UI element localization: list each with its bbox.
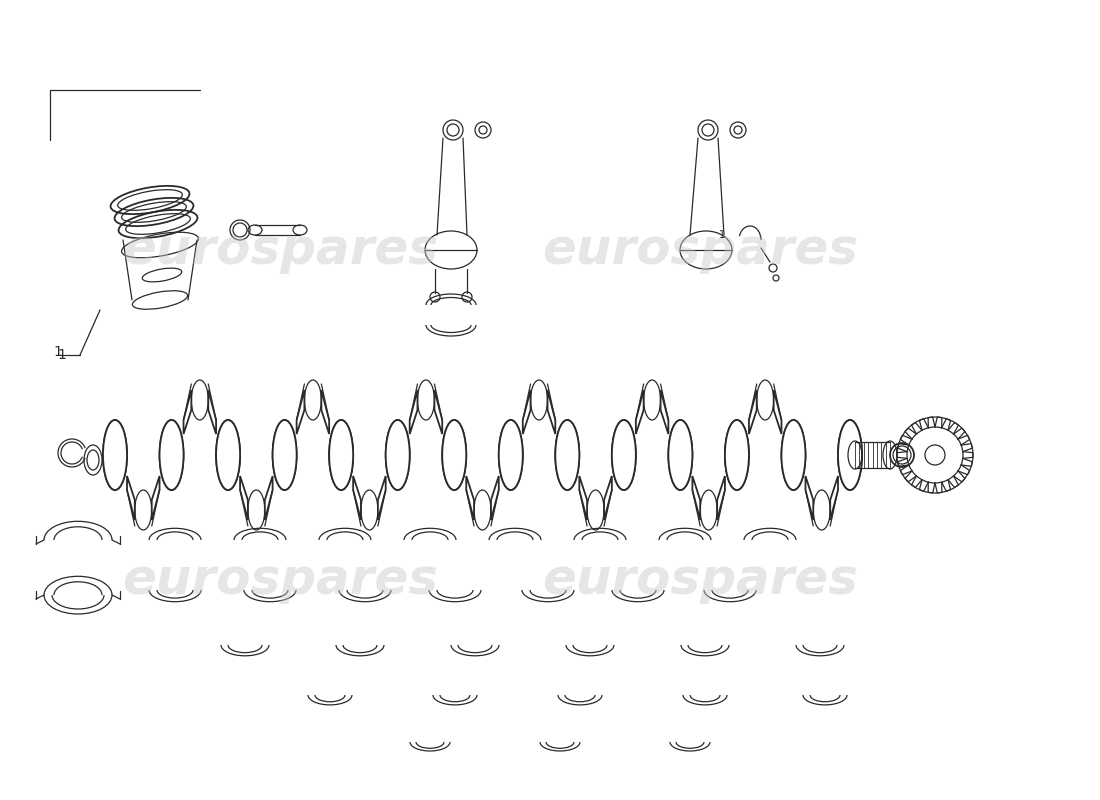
Ellipse shape [273, 420, 297, 490]
Ellipse shape [160, 420, 184, 490]
Ellipse shape [305, 380, 321, 420]
Ellipse shape [248, 490, 265, 530]
Polygon shape [265, 476, 273, 520]
Ellipse shape [612, 420, 636, 490]
Ellipse shape [135, 490, 152, 530]
Polygon shape [434, 390, 442, 434]
Text: eurospares: eurospares [122, 556, 438, 604]
Ellipse shape [725, 420, 749, 490]
Ellipse shape [160, 420, 184, 490]
Text: 1: 1 [53, 345, 62, 359]
Ellipse shape [329, 420, 353, 490]
Polygon shape [548, 390, 556, 434]
Ellipse shape [813, 490, 830, 530]
Ellipse shape [781, 420, 805, 490]
Polygon shape [773, 390, 781, 434]
Ellipse shape [781, 420, 805, 490]
Ellipse shape [442, 420, 466, 490]
Text: eurospares: eurospares [542, 226, 858, 274]
Polygon shape [353, 476, 361, 520]
Ellipse shape [216, 420, 240, 490]
Ellipse shape [530, 380, 548, 420]
Text: eurospares: eurospares [122, 226, 438, 274]
Ellipse shape [587, 490, 604, 530]
Polygon shape [321, 390, 329, 434]
Polygon shape [805, 476, 813, 520]
Polygon shape [580, 476, 587, 520]
Text: eurospares: eurospares [542, 556, 858, 604]
Ellipse shape [498, 420, 522, 490]
Polygon shape [208, 390, 216, 434]
Ellipse shape [644, 380, 661, 420]
Polygon shape [378, 476, 386, 520]
Polygon shape [522, 390, 530, 434]
Ellipse shape [498, 420, 522, 490]
Polygon shape [240, 476, 248, 520]
Ellipse shape [838, 420, 862, 490]
Polygon shape [297, 390, 305, 434]
Ellipse shape [701, 490, 717, 530]
Ellipse shape [612, 420, 636, 490]
Polygon shape [749, 390, 757, 434]
Ellipse shape [386, 420, 409, 490]
Ellipse shape [329, 420, 353, 490]
Ellipse shape [556, 420, 580, 490]
Ellipse shape [103, 420, 127, 490]
Polygon shape [604, 476, 612, 520]
Polygon shape [636, 390, 644, 434]
Polygon shape [830, 476, 838, 520]
Polygon shape [409, 390, 418, 434]
Ellipse shape [216, 420, 240, 490]
Ellipse shape [669, 420, 692, 490]
Ellipse shape [757, 380, 773, 420]
Polygon shape [717, 476, 725, 520]
Polygon shape [692, 476, 701, 520]
Ellipse shape [556, 420, 580, 490]
Ellipse shape [838, 420, 862, 490]
Polygon shape [152, 476, 160, 520]
Ellipse shape [103, 420, 127, 490]
Text: 1: 1 [57, 348, 66, 362]
Polygon shape [126, 476, 135, 520]
Polygon shape [466, 476, 474, 520]
Text: 1: 1 [719, 230, 725, 240]
Ellipse shape [474, 490, 491, 530]
Polygon shape [491, 476, 498, 520]
Polygon shape [184, 390, 191, 434]
Ellipse shape [191, 380, 208, 420]
Ellipse shape [725, 420, 749, 490]
Ellipse shape [442, 420, 466, 490]
Ellipse shape [669, 420, 692, 490]
Ellipse shape [418, 380, 434, 420]
Ellipse shape [273, 420, 297, 490]
Ellipse shape [361, 490, 378, 530]
Polygon shape [661, 390, 669, 434]
Ellipse shape [386, 420, 409, 490]
